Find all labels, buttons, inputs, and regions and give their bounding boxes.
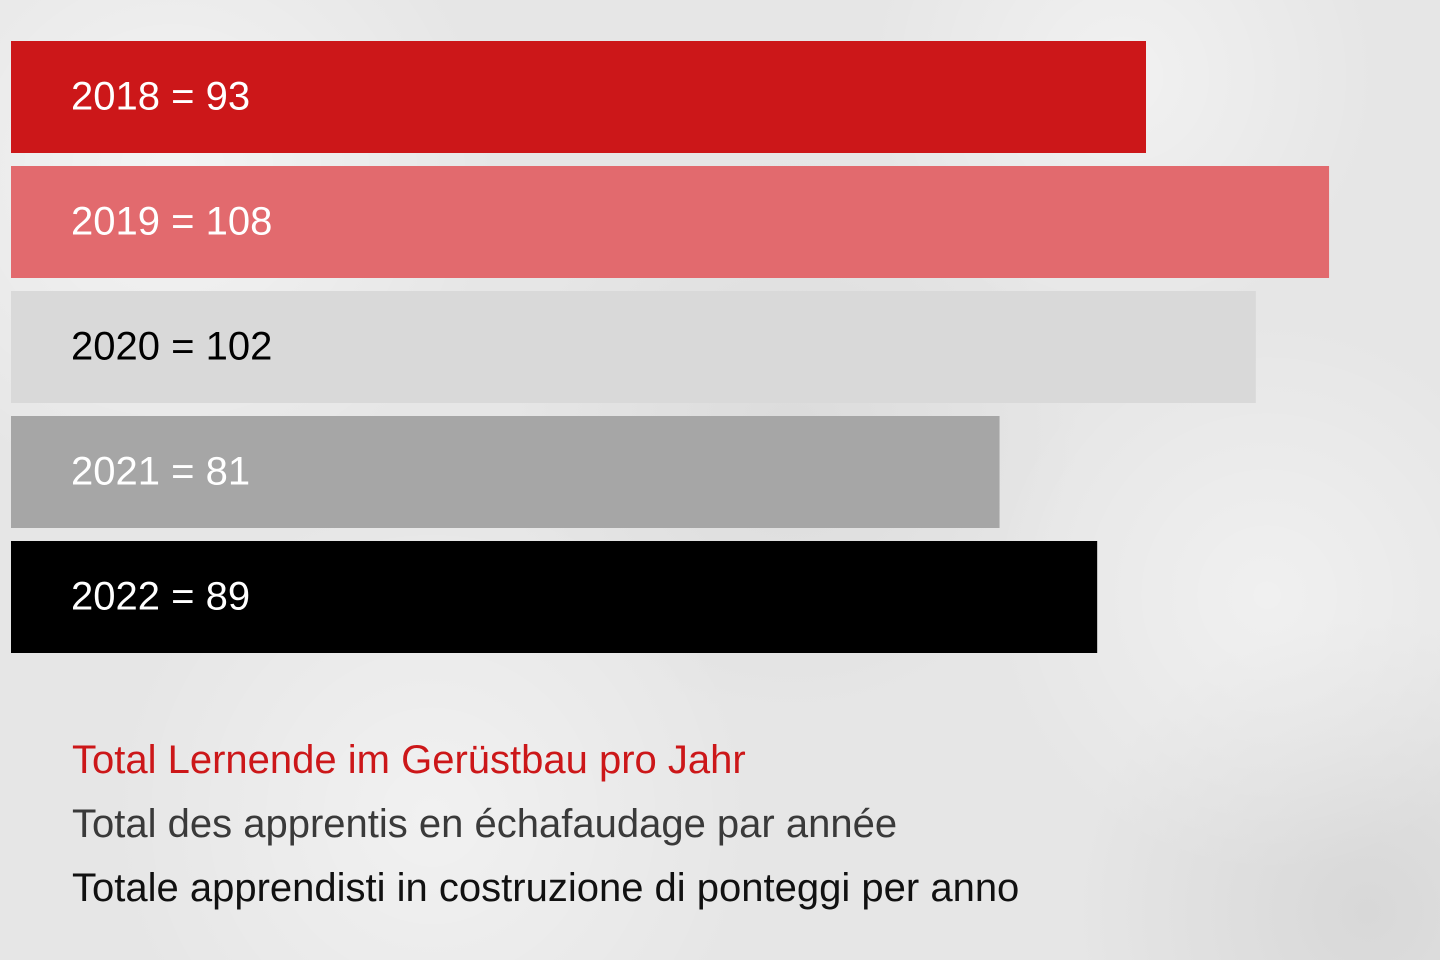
chart-captions: Total Lernende im Gerüstbau pro Jahr Tot… — [72, 728, 1372, 920]
bar-2022 — [11, 541, 1098, 653]
bar-label-2019: 2019 = 108 — [71, 200, 272, 244]
bar-2021 — [11, 416, 1000, 528]
bar-label-2018: 2018 = 93 — [71, 75, 250, 119]
caption-german: Total Lernende im Gerüstbau pro Jahr — [72, 738, 746, 782]
bar-2019 — [11, 166, 1330, 278]
bar-label-2021: 2021 = 81 — [71, 450, 250, 494]
bar-label-2020: 2020 = 102 — [71, 325, 272, 369]
caption-italian: Totale apprendisti in costruzione di pon… — [72, 866, 1020, 910]
bar-2018 — [11, 41, 1146, 153]
bar-label-2022: 2022 = 89 — [71, 575, 250, 619]
bar-2020 — [11, 291, 1256, 403]
caption-french: Total des apprentis en échafaudage par a… — [72, 802, 898, 846]
